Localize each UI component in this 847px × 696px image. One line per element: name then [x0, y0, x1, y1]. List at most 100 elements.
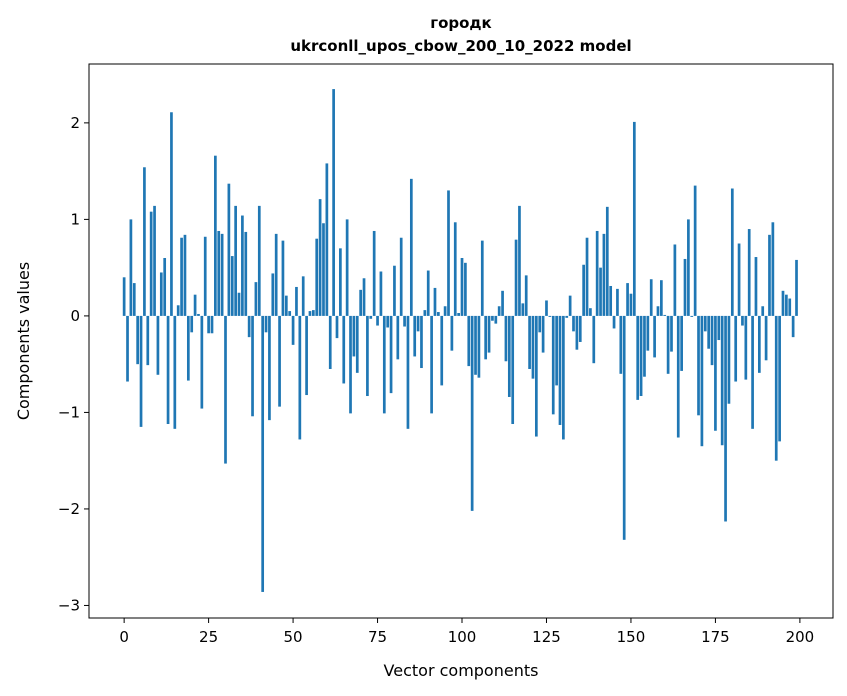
bar-component-55 [308, 311, 312, 316]
bar-component-191 [768, 234, 771, 316]
bar-component-137 [585, 237, 589, 316]
y-tick-label: 0 [70, 307, 80, 325]
bar-component-64 [339, 248, 342, 316]
bar-component-100 [460, 257, 464, 316]
bar-component-179 [727, 315, 731, 404]
bar-component-26 [210, 315, 214, 334]
bar-component-187 [754, 257, 758, 316]
bar-component-53 [301, 276, 305, 316]
chart-subtitle: ukrconll_upos_cbow_200_10_2022 model [290, 37, 631, 55]
bar-component-172 [703, 315, 707, 332]
bar-component-152 [636, 315, 640, 400]
y-tick-label: −1 [58, 403, 80, 421]
bar-component-199 [795, 259, 798, 316]
bar-component-32 [230, 256, 234, 316]
bar-component-192 [771, 222, 775, 316]
y-tick-label: −3 [58, 596, 80, 614]
x-tick-label: 0 [119, 628, 129, 646]
bar-component-115 [511, 315, 515, 425]
bar-component-104 [474, 315, 477, 375]
bar-component-119 [524, 275, 528, 316]
bar-component-157 [653, 315, 656, 358]
bar-component-140 [595, 230, 599, 316]
y-tick-label: −2 [58, 500, 80, 518]
bar-component-84 [406, 315, 410, 429]
bar-component-122 [534, 315, 538, 437]
bar-component-173 [707, 315, 711, 349]
bar-component-186 [751, 315, 754, 429]
bar-component-36 [244, 231, 248, 316]
bar-component-86 [413, 315, 417, 357]
bar-component-31 [227, 183, 231, 316]
bar-component-59 [322, 223, 325, 316]
bar-component-194 [778, 315, 781, 442]
bar-component-61 [328, 315, 332, 369]
bar-component-180 [730, 188, 734, 316]
bar-component-91 [430, 315, 433, 414]
bar-component-81 [396, 315, 400, 360]
bar-component-183 [741, 315, 744, 326]
bar-component-40 [257, 205, 261, 316]
bar-component-47 [281, 240, 285, 316]
y-axis-ticks: −3 −2 −1 0 1 2 [58, 114, 89, 614]
bar-component-142 [602, 233, 606, 316]
bar-component-105 [477, 315, 481, 378]
bar-component-161 [666, 315, 670, 374]
bar-component-69 [355, 315, 359, 373]
bar-component-195 [781, 290, 785, 316]
bar-component-8 [149, 211, 153, 316]
bar-component-162 [670, 315, 673, 352]
y-tick-label: 2 [70, 114, 80, 132]
bar-component-196 [785, 294, 788, 316]
bar-component-3 [132, 283, 136, 316]
bar-component-170 [697, 315, 700, 416]
bar-component-193 [774, 315, 778, 461]
bar-component-16 [176, 305, 180, 316]
x-axis-label: Vector components [384, 661, 539, 680]
bar-component-68 [352, 315, 356, 357]
bar-component-92 [433, 287, 437, 316]
bar-component-33 [234, 205, 237, 316]
bar-component-37 [247, 315, 251, 338]
bar-component-125 [545, 300, 548, 316]
bar-component-7 [146, 315, 150, 366]
bar-component-41 [261, 315, 265, 592]
bar-component-1 [126, 315, 129, 382]
bar-component-14 [170, 112, 173, 316]
bar-component-10 [156, 315, 160, 375]
bar-component-190 [764, 315, 768, 361]
bar-component-188 [757, 315, 761, 373]
bar-component-74 [372, 230, 376, 316]
bar-component-93 [437, 312, 440, 316]
axes-frame [88, 63, 834, 619]
bar-component-34 [237, 292, 241, 316]
bar-component-159 [660, 280, 663, 316]
bar-component-112 [501, 290, 504, 316]
bar-component-71 [362, 278, 366, 316]
bar-component-139 [592, 315, 596, 364]
bar-component-98 [453, 222, 457, 316]
bar-component-82 [399, 237, 403, 316]
bar-component-197 [788, 298, 792, 316]
bars-group [122, 89, 798, 592]
bar-component-130 [562, 315, 565, 440]
bar-component-141 [599, 267, 602, 316]
bar-component-110 [494, 315, 498, 324]
bar-component-103 [470, 315, 474, 511]
bar-component-133 [572, 315, 575, 332]
bar-component-6 [143, 167, 146, 316]
bar-component-5 [139, 315, 143, 427]
bar-component-83 [403, 315, 406, 327]
bar-component-124 [541, 315, 545, 353]
bar-component-120 [528, 315, 531, 369]
bar-component-27 [214, 155, 217, 316]
bar-component-85 [409, 178, 413, 316]
bar-component-143 [605, 206, 609, 316]
bar-component-107 [484, 315, 488, 360]
bar-component-113 [504, 315, 508, 362]
bar-component-102 [467, 315, 471, 367]
bar-component-56 [311, 310, 315, 316]
bar-component-176 [717, 315, 721, 341]
bar-component-20 [190, 315, 194, 333]
bar-component-18 [183, 234, 187, 316]
